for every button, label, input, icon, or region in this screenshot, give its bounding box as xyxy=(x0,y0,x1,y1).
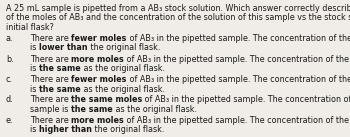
Text: of AB₃ in the pipetted sample. The concentration of the pipetted sample: of AB₃ in the pipetted sample. The conce… xyxy=(127,34,350,43)
Text: There are: There are xyxy=(30,116,71,125)
Text: more moles: more moles xyxy=(71,55,124,64)
Text: lower than: lower than xyxy=(39,44,88,52)
Text: of the moles of AB₃ and the concentration of the solution of this sample vs the : of the moles of AB₃ and the concentratio… xyxy=(6,14,350,22)
Text: the original flask.: the original flask. xyxy=(88,44,160,52)
Text: of AB₃ in the pipetted sample. The concentration of the pipetted sample: of AB₃ in the pipetted sample. The conce… xyxy=(124,55,350,64)
Text: b.: b. xyxy=(6,55,14,64)
Text: of AB₃ in the pipetted sample. The concentration of the pipetted: of AB₃ in the pipetted sample. The conce… xyxy=(142,95,350,105)
Text: more moles: more moles xyxy=(71,116,124,125)
Text: initial flask?: initial flask? xyxy=(6,23,54,32)
Text: as the original flask.: as the original flask. xyxy=(80,64,164,73)
Text: There are: There are xyxy=(30,34,71,43)
Text: A 25 mL sample is pipetted from a AB₃ stock solution. Which answer correctly des: A 25 mL sample is pipetted from a AB₃ st… xyxy=(6,4,350,13)
Text: of AB₃ in the pipetted sample. The concentration of the pipetted sample: of AB₃ in the pipetted sample. The conce… xyxy=(127,75,350,84)
Text: the same moles: the same moles xyxy=(71,95,142,105)
Text: is: is xyxy=(30,125,39,135)
Text: the same: the same xyxy=(71,105,113,114)
Text: the original flask.: the original flask. xyxy=(92,125,164,135)
Text: fewer moles: fewer moles xyxy=(71,75,127,84)
Text: is: is xyxy=(30,64,39,73)
Text: is: is xyxy=(30,85,39,93)
Text: as the original flask.: as the original flask. xyxy=(80,85,164,93)
Text: as the original flask.: as the original flask. xyxy=(113,105,197,114)
Text: the same: the same xyxy=(39,64,80,73)
Text: sample is: sample is xyxy=(30,105,71,114)
Text: fewer moles: fewer moles xyxy=(71,34,127,43)
Text: of AB₃ in the pipetted sample. The concentration of the pipetted sample: of AB₃ in the pipetted sample. The conce… xyxy=(124,116,350,125)
Text: There are: There are xyxy=(30,95,71,105)
Text: a.: a. xyxy=(6,34,14,43)
Text: e.: e. xyxy=(6,116,14,125)
Text: d.: d. xyxy=(6,95,14,105)
Text: c.: c. xyxy=(6,75,13,84)
Text: There are: There are xyxy=(30,55,71,64)
Text: the same: the same xyxy=(39,85,80,93)
Text: higher than: higher than xyxy=(39,125,92,135)
Text: is: is xyxy=(30,44,39,52)
Text: There are: There are xyxy=(30,75,71,84)
